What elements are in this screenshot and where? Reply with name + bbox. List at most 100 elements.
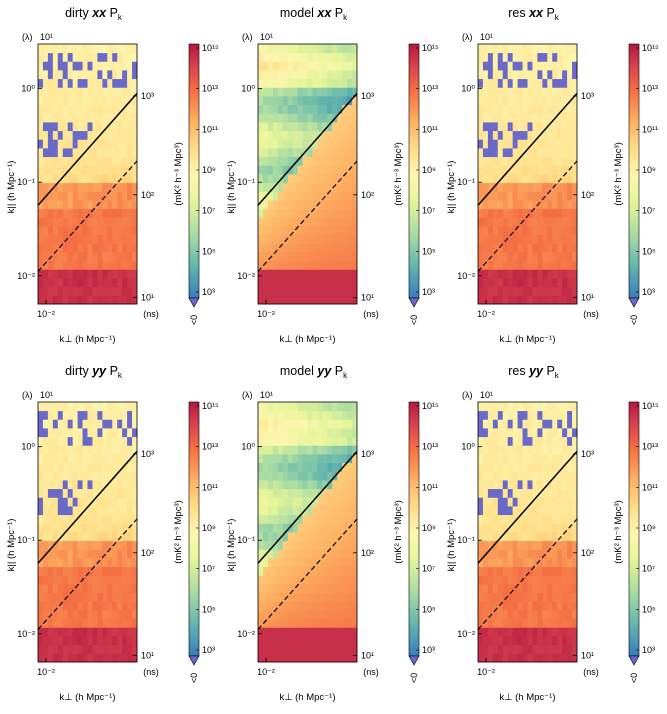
heatmap-cell	[307, 44, 313, 54]
heatmap-cell	[542, 445, 548, 455]
heatmap-cell	[282, 454, 289, 464]
heatmap-cell	[297, 52, 303, 62]
heatmap-cell	[537, 514, 543, 524]
heatmap-cell	[347, 488, 353, 498]
heatmap-cell	[317, 462, 323, 472]
heatmap-cell	[258, 428, 264, 438]
heatmap-cell	[122, 191, 128, 201]
heatmap-cell	[277, 295, 284, 305]
heatmap-cell	[522, 514, 528, 524]
heatmap-cell	[262, 601, 269, 611]
heatmap-cell	[327, 610, 333, 620]
heatmap-cell	[507, 506, 514, 516]
heatmap-cell	[567, 497, 573, 507]
heatmap-cell	[522, 653, 528, 663]
heatmap-cell	[572, 286, 578, 296]
heatmap-cell	[487, 618, 494, 628]
heatmap-cell	[352, 627, 358, 637]
heatmap-cell	[517, 636, 523, 646]
heatmap-cell	[122, 584, 128, 594]
heatmap-cell	[38, 540, 44, 550]
heatmap-cell	[62, 243, 69, 253]
heatmap-cell	[287, 540, 294, 550]
heatmap-cell	[62, 174, 69, 184]
heatmap-cell	[312, 402, 318, 412]
heatmap-cell	[52, 549, 59, 559]
heatmap-cell	[502, 584, 509, 594]
heatmap-cell	[62, 113, 69, 123]
heatmap-cell	[258, 566, 264, 576]
heatmap-cell	[77, 402, 83, 412]
heatmap-cell	[292, 148, 298, 158]
heatmap-cell	[527, 191, 533, 201]
heatmap-cell	[92, 428, 98, 438]
heatmap-cell	[57, 454, 64, 464]
heatmap-cell	[112, 584, 118, 594]
heatmap-cell	[287, 566, 294, 576]
heatmap-cell	[112, 87, 118, 97]
heatmap-cell	[282, 78, 289, 88]
heatmap-cell	[132, 532, 138, 542]
heatmap-cell	[512, 436, 518, 446]
heatmap-cell	[332, 165, 338, 175]
heatmap-cell	[332, 592, 338, 602]
heatmap-cell	[292, 523, 298, 533]
heatmap-cell	[297, 104, 303, 114]
heatmap-cell	[567, 44, 573, 54]
heatmap-cell	[72, 44, 78, 54]
heatmap-cell	[277, 454, 284, 464]
heatmap-cell	[92, 436, 98, 446]
heatmap-cell	[487, 234, 494, 244]
heatmap-cell	[352, 471, 358, 481]
heatmap-cell	[327, 532, 333, 542]
heatmap-cell	[552, 174, 558, 184]
heatmap-cell	[478, 445, 484, 455]
heatmap-cell	[38, 402, 44, 412]
heatmap-cell	[57, 234, 64, 244]
heatmap-cell	[327, 523, 333, 533]
heatmap-cell	[127, 278, 133, 288]
heatmap-cell	[132, 506, 138, 516]
heatmap-cell	[567, 653, 573, 663]
heatmap-cell	[52, 610, 59, 620]
heatmap-cell	[57, 462, 64, 472]
heatmap-cell	[317, 113, 323, 123]
heatmap-cell	[572, 627, 578, 637]
heatmap-cell	[102, 217, 108, 227]
heatmap-cell	[117, 419, 123, 429]
heatmap-cell	[327, 462, 333, 472]
heatmap-cell	[517, 182, 523, 192]
heatmap-cell	[117, 428, 123, 438]
heatmap-cell	[307, 295, 313, 305]
heatmap-cell	[487, 122, 494, 132]
heatmap-cell	[117, 627, 123, 637]
heatmap-cell	[42, 252, 49, 262]
heatmap-cell	[507, 87, 514, 97]
heatmap-cell	[487, 532, 494, 542]
heatmap-cell	[262, 618, 269, 628]
heatmap-cell	[332, 78, 338, 88]
heatmap-cell	[112, 410, 118, 420]
heatmap-cell	[497, 419, 504, 429]
heatmap-cell	[62, 566, 69, 576]
heatmap-cell	[258, 558, 264, 568]
heatmap-cell	[572, 278, 578, 288]
heatmap-cell	[312, 217, 318, 227]
heatmap-cell	[267, 52, 274, 62]
heatmap-cell	[537, 217, 543, 227]
heatmap-cell	[82, 243, 88, 253]
heatmap-cell	[67, 208, 74, 218]
heatmap-cell	[258, 480, 264, 490]
heatmap-cell	[517, 113, 523, 123]
heatmap-cell	[122, 532, 128, 542]
heatmap-cell	[277, 87, 284, 97]
heatmap-cell	[532, 217, 538, 227]
heatmap-cell	[522, 52, 528, 62]
heatmap-cell	[567, 575, 573, 585]
heatmap-cell	[527, 428, 533, 438]
heatmap-cell	[262, 139, 269, 149]
heatmap-cell	[497, 462, 504, 472]
heatmap-cell	[262, 653, 269, 663]
heatmap-cell	[517, 87, 523, 97]
heatmap-cell	[72, 252, 78, 262]
